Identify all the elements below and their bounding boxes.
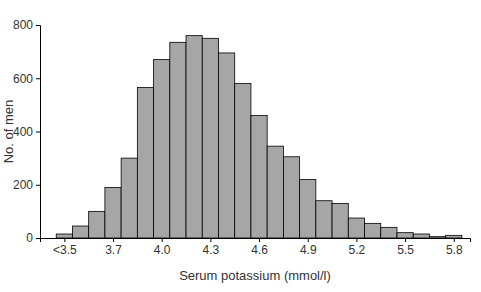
x-tick-label: 4.3: [203, 243, 220, 257]
x-tick-mark: [454, 238, 455, 242]
bars: [56, 36, 462, 238]
bar: [332, 203, 348, 238]
plot: <3.5 3.7 4.0 4.3 4.6 4.9 5.2 5.5 5.8 0 200 400 600 80…: [13, 18, 471, 256]
bar: [121, 158, 137, 238]
x-tick: <3.5: [53, 238, 77, 257]
y-tick-label: 600: [13, 72, 33, 86]
bar: [186, 36, 202, 238]
bar: [202, 38, 218, 238]
x-tick: 3.7: [105, 238, 122, 257]
y-tick-label: 0: [26, 231, 33, 245]
y-tick-mark: [36, 185, 40, 186]
bar: [429, 237, 445, 238]
bar: [56, 234, 72, 238]
x-tick-label: 3.7: [105, 243, 122, 257]
x-tick-label: 4.9: [300, 243, 317, 257]
bar: [413, 234, 429, 238]
x-tick: 4.9: [300, 238, 317, 257]
chart: <3.5 3.7 4.0 4.3 4.6 4.9 5.2 5.5 5.8 0 200 400 600 80…: [0, 0, 481, 292]
bar: [300, 179, 316, 238]
x-tick: 5.5: [397, 238, 414, 257]
x-axis-title: Serum potassium (mmol/l): [179, 268, 331, 283]
x-tick-label: 5.2: [349, 243, 366, 257]
y-tick-mark: [36, 25, 40, 26]
bar: [105, 187, 121, 238]
y-tick: 600: [13, 72, 40, 86]
x-axis: <3.5 3.7 4.0 4.3 4.6 4.9 5.2 5.5 5.8: [41, 238, 471, 257]
bar: [218, 53, 234, 238]
y-axis: 0 200 400 600 800: [13, 18, 41, 245]
y-tick-label: 800: [13, 18, 33, 32]
x-tick-mark: [210, 238, 211, 242]
bar: [89, 211, 105, 238]
x-tick-mark: [259, 238, 260, 242]
y-axis-title: No. of men: [1, 100, 16, 164]
x-tick: 4.0: [154, 238, 171, 257]
y-tick-label: 400: [13, 125, 33, 139]
x-tick: 5.8: [446, 238, 463, 257]
x-axis-line: [41, 239, 471, 243]
x-tick-label: 4.6: [251, 243, 268, 257]
x-tick: 5.2: [349, 238, 366, 257]
bar: [316, 201, 332, 238]
x-tick-mark: [308, 238, 309, 242]
bar: [72, 226, 88, 238]
y-tick-mark: [36, 78, 40, 79]
bar: [397, 233, 413, 238]
x-tick-label: 5.8: [446, 243, 463, 257]
bar: [154, 60, 170, 238]
y-tick-mark: [36, 132, 40, 133]
bar: [283, 157, 299, 238]
x-tick-mark: [113, 238, 114, 242]
bar: [381, 227, 397, 238]
bar: [267, 146, 283, 238]
x-tick: 4.6: [251, 238, 268, 257]
y-tick: 400: [13, 125, 40, 139]
x-tick-mark: [162, 238, 163, 242]
y-tick: 0: [26, 231, 40, 245]
x-tick-label: 5.5: [397, 243, 414, 257]
x-tick-label: 4.0: [154, 243, 171, 257]
bar: [235, 84, 251, 238]
y-tick: 800: [13, 18, 40, 32]
x-tick-mark: [64, 238, 65, 242]
bar: [446, 235, 462, 238]
bar: [170, 42, 186, 238]
y-tick-label: 200: [13, 178, 33, 192]
bar: [137, 88, 153, 238]
bar: [348, 218, 364, 238]
y-tick: 200: [13, 178, 40, 192]
x-tick-label: <3.5: [53, 243, 77, 257]
x-tick-mark: [405, 238, 406, 242]
y-tick-mark: [36, 238, 40, 239]
bar: [365, 223, 381, 238]
x-tick-mark: [356, 238, 357, 242]
bar: [251, 116, 267, 238]
x-tick: 4.3: [203, 238, 220, 257]
y-axis-line: [36, 26, 41, 239]
